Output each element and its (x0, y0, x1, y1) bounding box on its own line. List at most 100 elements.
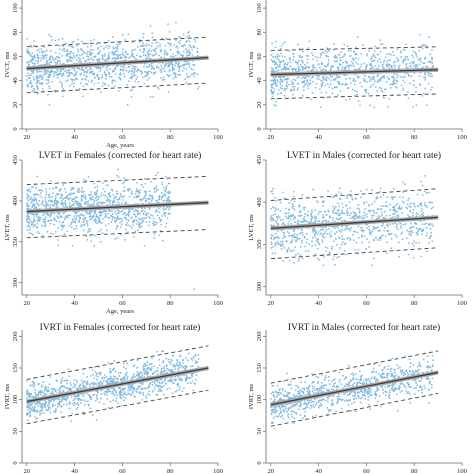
data-point (32, 203, 35, 205)
data-point (152, 67, 155, 70)
data-point (128, 195, 131, 198)
data-point (109, 196, 112, 198)
data-point (77, 189, 79, 192)
data-point (29, 410, 31, 413)
data-point (73, 69, 76, 72)
data-point (354, 213, 357, 215)
data-point (88, 228, 90, 230)
data-point (383, 77, 385, 79)
data-point (152, 96, 154, 98)
data-point (296, 237, 298, 239)
y-tick-label: 80 (12, 29, 19, 36)
panel-title: LVET in Males (corrected for heart rate) (287, 150, 441, 161)
data-point (380, 77, 383, 79)
data-point (148, 70, 151, 73)
data-point (72, 202, 75, 204)
data-point (133, 70, 136, 72)
data-point (57, 227, 59, 229)
data-point (408, 233, 411, 236)
data-point (47, 79, 49, 81)
data-point (28, 217, 31, 220)
data-point (109, 370, 112, 372)
data-point (297, 260, 300, 262)
data-point (44, 402, 46, 404)
data-point (47, 62, 49, 65)
data-point (37, 87, 39, 89)
data-point (37, 193, 39, 196)
data-point (363, 202, 365, 205)
data-point (52, 71, 55, 73)
data-point (45, 188, 47, 190)
data-point (66, 72, 68, 74)
data-point (337, 214, 340, 216)
data-point (47, 94, 49, 96)
data-point (272, 192, 274, 195)
data-point (305, 241, 308, 244)
data-point (103, 403, 105, 405)
data-point (338, 53, 341, 56)
data-point (382, 222, 384, 225)
data-point (409, 209, 412, 212)
data-point (84, 210, 87, 213)
data-point (119, 72, 122, 74)
data-point (68, 225, 71, 227)
data-point (61, 399, 63, 402)
data-point (32, 213, 35, 216)
data-point (89, 68, 92, 71)
data-point (60, 385, 62, 388)
data-point (294, 246, 296, 248)
data-point (135, 190, 137, 193)
data-point (274, 220, 277, 222)
data-point (387, 232, 390, 235)
data-point (90, 196, 92, 199)
data-point (50, 201, 53, 203)
data-point (48, 104, 51, 106)
data-point (316, 75, 318, 77)
data-point (123, 54, 125, 57)
data-point (298, 211, 301, 214)
data-point (88, 216, 91, 218)
data-point (45, 393, 48, 396)
data-point (56, 74, 59, 76)
data-point (116, 216, 119, 219)
data-point (294, 79, 297, 82)
data-point (369, 63, 372, 65)
data-point (333, 240, 335, 243)
data-point (99, 70, 101, 73)
data-point (431, 75, 433, 77)
data-point (279, 92, 282, 94)
data-point (304, 245, 306, 248)
data-point (299, 233, 301, 235)
data-point (49, 199, 52, 202)
data-point (114, 217, 116, 220)
data-point (44, 73, 46, 76)
data-point (89, 214, 91, 216)
data-point (161, 67, 163, 70)
data-point (311, 229, 314, 231)
data-point (65, 215, 68, 217)
data-point (375, 227, 377, 229)
data-point (136, 70, 138, 72)
data-point (359, 66, 362, 68)
data-point (135, 65, 137, 68)
data-point (192, 365, 194, 367)
data-point (307, 214, 310, 217)
data-point (147, 51, 149, 53)
data-point (405, 66, 408, 69)
data-point (432, 225, 435, 227)
data-point (117, 54, 119, 57)
data-point (147, 372, 149, 375)
data-point (291, 69, 294, 72)
data-point (85, 195, 87, 197)
data-point (47, 214, 49, 217)
data-point (425, 222, 428, 225)
data-point (56, 211, 59, 214)
data-point (299, 254, 302, 257)
data-point (36, 402, 39, 405)
data-point (64, 216, 66, 219)
data-point (431, 223, 433, 226)
data-point (132, 49, 134, 51)
data-point (175, 54, 177, 57)
data-point (392, 54, 395, 56)
data-point (73, 385, 76, 387)
